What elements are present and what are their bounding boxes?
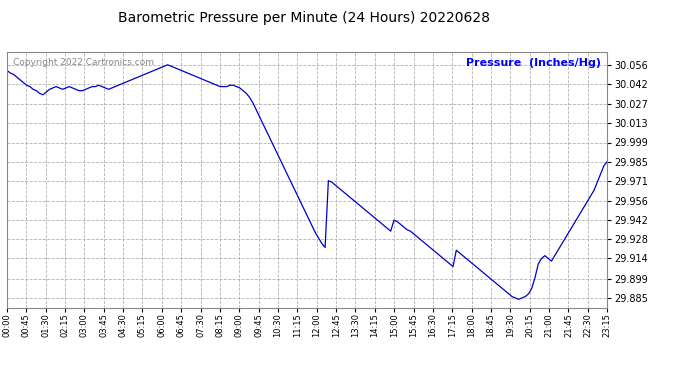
Text: Pressure  (Inches/Hg): Pressure (Inches/Hg) bbox=[466, 58, 601, 68]
Text: Copyright 2022 Cartronics.com: Copyright 2022 Cartronics.com bbox=[13, 58, 154, 67]
Text: Barometric Pressure per Minute (24 Hours) 20220628: Barometric Pressure per Minute (24 Hours… bbox=[117, 11, 490, 25]
